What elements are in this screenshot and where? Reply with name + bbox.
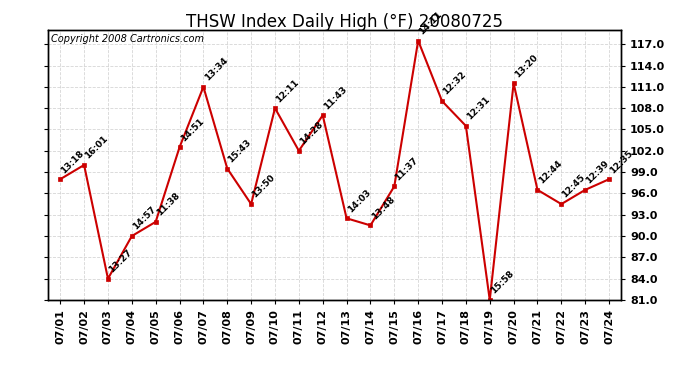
Text: 13:34: 13:34	[203, 56, 229, 82]
Text: 14:57: 14:57	[131, 205, 158, 232]
Text: 12:45: 12:45	[560, 173, 587, 200]
Text: 15:43: 15:43	[226, 138, 253, 164]
Text: 16:01: 16:01	[83, 134, 110, 161]
Text: 15:58: 15:58	[489, 269, 515, 296]
Text: 14:03: 14:03	[346, 188, 373, 214]
Text: 13:27: 13:27	[107, 248, 134, 274]
Text: 14:28: 14:28	[298, 120, 325, 147]
Text: 12:39: 12:39	[584, 159, 611, 186]
Text: 14:51: 14:51	[179, 116, 206, 143]
Text: THSW Index Daily High (°F) 20080725: THSW Index Daily High (°F) 20080725	[186, 13, 504, 31]
Text: 12:44: 12:44	[537, 159, 564, 186]
Text: 13:20: 13:20	[513, 53, 540, 79]
Text: 11:37: 11:37	[393, 156, 420, 182]
Text: 12:35: 12:35	[609, 148, 635, 175]
Text: 12:31: 12:31	[465, 95, 492, 122]
Text: 12:32: 12:32	[441, 70, 468, 97]
Text: 12:11: 12:11	[274, 77, 301, 104]
Text: Copyright 2008 Cartronics.com: Copyright 2008 Cartronics.com	[51, 34, 204, 44]
Text: 13:50: 13:50	[250, 173, 277, 200]
Text: 11:43: 11:43	[322, 84, 348, 111]
Text: 14:11: 14:11	[417, 10, 444, 36]
Text: 13:48: 13:48	[370, 195, 396, 221]
Text: 11:38: 11:38	[155, 191, 181, 217]
Text: 13:18: 13:18	[59, 148, 86, 175]
